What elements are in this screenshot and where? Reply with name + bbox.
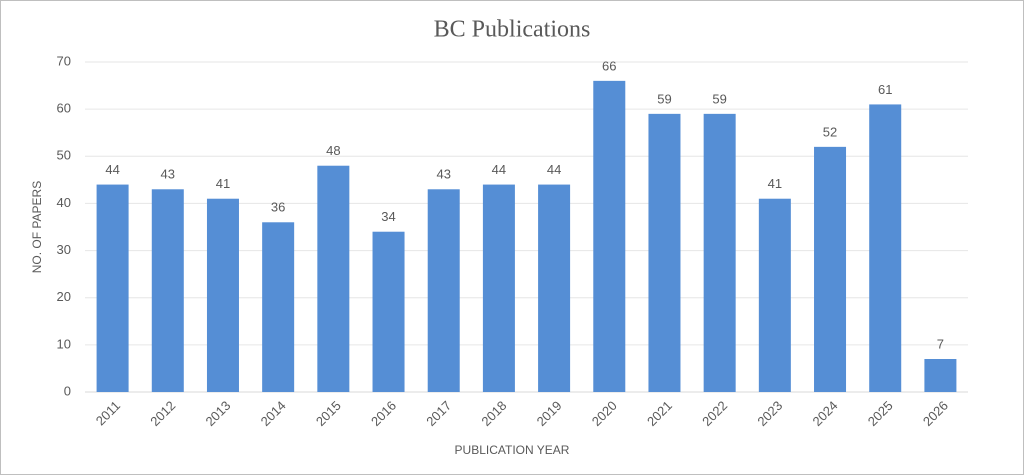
bar [538,184,571,392]
y-tick-label: 20 [57,289,71,304]
data-label: 66 [602,58,616,73]
data-label: 59 [657,91,671,106]
data-label: 7 [937,336,944,351]
data-label: 41 [768,176,782,191]
bar [96,184,129,392]
data-label: 52 [823,124,837,139]
data-label: 36 [271,200,285,215]
data-label: 44 [492,162,506,177]
bar [648,113,681,392]
bar [372,231,405,392]
data-label: 48 [326,143,340,158]
bar [758,198,791,392]
bar [317,165,350,392]
bar [206,198,239,392]
chart-title: BC Publications [434,17,591,43]
bar [924,359,957,392]
y-tick-label: 0 [64,383,71,398]
bar [593,80,626,392]
bar [262,222,295,392]
bar [869,104,902,392]
data-label: 44 [105,162,119,177]
bar [814,146,847,392]
y-tick-label: 50 [57,148,71,163]
x-axis-title: PUBLICATION YEAR [455,443,570,457]
y-tick-label: 10 [57,336,71,351]
data-label: 61 [878,82,892,97]
y-axis-title: NO. OF PAPERS [30,181,44,273]
bar [703,113,736,392]
data-label: 34 [381,209,395,224]
bar [427,189,460,392]
y-tick-label: 30 [57,242,71,257]
data-label: 59 [712,91,726,106]
y-tick-label: 60 [57,101,71,116]
y-tick-label: 70 [57,53,71,68]
data-label: 43 [161,167,175,182]
data-label: 41 [216,176,230,191]
data-label: 44 [547,162,561,177]
y-tick-label: 40 [57,195,71,210]
data-label: 43 [436,167,450,182]
bar [151,189,184,392]
bar [482,184,515,392]
